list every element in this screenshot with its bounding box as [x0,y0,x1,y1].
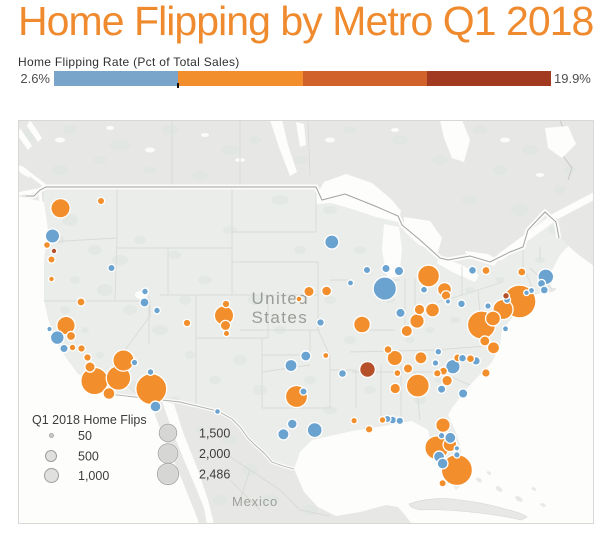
svg-text:Mexico: Mexico [232,494,278,509]
svg-text:50: 50 [78,429,92,443]
svg-text:2,486: 2,486 [199,468,230,482]
svg-text:United: United [252,289,310,308]
svg-text:Q1 2018 Home Flips: Q1 2018 Home Flips [32,413,147,427]
svg-text:500: 500 [78,450,99,464]
svg-text:1,000: 1,000 [78,469,109,483]
svg-text:States: States [252,308,309,327]
svg-text:1,500: 1,500 [199,427,230,441]
svg-text:2,000: 2,000 [199,447,230,461]
